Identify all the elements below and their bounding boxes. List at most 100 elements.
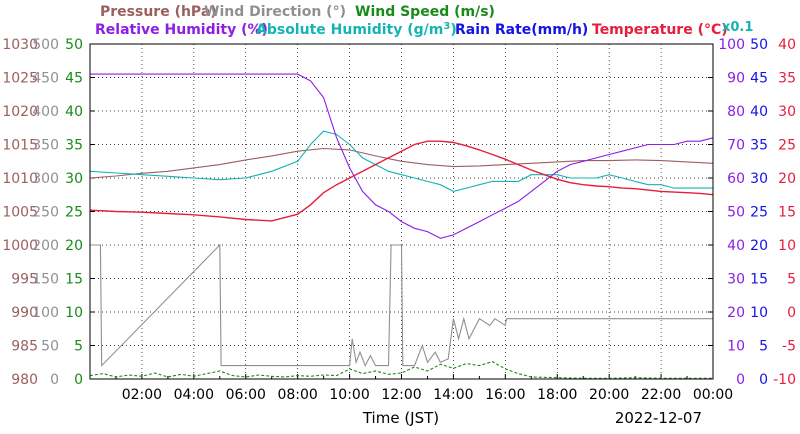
tick-label-x: 10:00	[329, 387, 369, 403]
tick-label-temp: 5	[787, 272, 796, 288]
tick-label-rel-hum: 30	[727, 272, 745, 288]
tick-label-pressure: 980	[11, 372, 38, 388]
tick-label-wind-speed: 5	[74, 339, 83, 355]
legend-relative-humidity: Relative Humidity (%)	[95, 22, 268, 38]
tick-label-wind-dir: 500	[32, 37, 59, 53]
series-pressure	[89, 147, 714, 179]
tick-label-wind-dir: 250	[32, 205, 59, 221]
left-axes: 1030102510201015101010051000995990985980…	[2, 37, 95, 388]
tick-label-pressure: 1020	[2, 104, 38, 120]
plot-frame	[89, 43, 714, 380]
legend-absolute-humidity-main: Absolute Humidity (g/m	[256, 22, 443, 38]
tick-label-wind-speed: 40	[65, 104, 83, 120]
series-relative-humidity	[90, 73, 714, 239]
tick-label-rel-hum: 50	[727, 205, 745, 221]
tick-label-wind-speed: 45	[65, 71, 83, 87]
tick-label-x: 22:00	[641, 387, 681, 403]
tick-label-rain: 30	[750, 171, 768, 187]
tick-label-x: 04:00	[174, 387, 214, 403]
grid	[90, 44, 713, 379]
tick-label-x: 02:00	[122, 387, 162, 403]
tick-label-pressure: 1005	[2, 205, 38, 221]
tick-label-x: 00:00	[693, 387, 733, 403]
series-temperature	[89, 140, 714, 222]
tick-label-x: 12:00	[381, 387, 421, 403]
legend-absolute-humidity-end: )	[450, 22, 456, 38]
tick-label-wind-dir: 450	[32, 71, 59, 87]
tick-label-rain: 35	[750, 138, 768, 154]
tick-label-wind-speed: 35	[65, 138, 83, 154]
tick-label-rel-hum: 10	[727, 339, 745, 355]
tick-label-wind-dir: 0	[50, 372, 59, 388]
tick-label-rain: 15	[750, 272, 768, 288]
tick-label-x: 20:00	[589, 387, 629, 403]
tick-label-rel-hum: 40	[727, 238, 745, 254]
right-axes: 1009080706050403020100504540353025201510…	[708, 37, 796, 388]
tick-label-temp: 30	[778, 104, 796, 120]
tick-label-rain: 50	[750, 37, 768, 53]
legend-pressure: Pressure (hPa)	[100, 4, 217, 20]
tick-label-rain: 20	[750, 238, 768, 254]
tick-label-temp: 10	[778, 238, 796, 254]
tick-label-rel-hum: 20	[727, 305, 745, 321]
tick-label-temp: 25	[778, 138, 796, 154]
tick-label-rel-hum: 70	[727, 138, 745, 154]
tick-label-wind-dir: 300	[32, 171, 59, 187]
legend-absolute-humidity-sup: 3	[443, 21, 450, 32]
legend-absolute-humidity: Absolute Humidity (g/m3)	[256, 21, 457, 38]
tick-label-pressure: 995	[11, 272, 38, 288]
tick-label-temp: 15	[778, 205, 796, 221]
series-wind-speed	[89, 361, 713, 379]
legend-wind-speed: Wind Speed (m/s)	[355, 4, 495, 20]
tick-label-pressure: 1030	[2, 37, 38, 53]
series-layer	[89, 73, 714, 380]
tick-label-rel-hum: 60	[727, 171, 745, 187]
tick-label-x: 06:00	[226, 387, 266, 403]
tick-label-x: 18:00	[537, 387, 577, 403]
tick-label-temp: 0	[787, 305, 796, 321]
tick-label-wind-speed: 15	[65, 272, 83, 288]
tick-label-x: 08:00	[277, 387, 317, 403]
tick-label-wind-dir: 100	[32, 305, 59, 321]
tick-label-wind-speed: 10	[65, 305, 83, 321]
tick-label-wind-dir: 150	[32, 272, 59, 288]
tick-label-rain: 25	[750, 205, 768, 221]
tick-label-x: 14:00	[433, 387, 473, 403]
rain-scale-label: x0.1	[722, 20, 753, 35]
tick-label-rain: 45	[750, 71, 768, 87]
tick-label-pressure: 990	[11, 305, 38, 321]
tick-label-rain: 0	[759, 372, 768, 388]
tick-label-wind-speed: 20	[65, 238, 83, 254]
date-label: 2022-12-07	[615, 409, 702, 427]
tick-label-rain: 5	[759, 339, 768, 355]
tick-label-wind-speed: 50	[65, 37, 83, 53]
tick-label-pressure: 1015	[2, 138, 38, 154]
legend-rain-rate: Rain Rate(mm/h)	[455, 22, 588, 38]
tick-label-wind-dir: 200	[32, 238, 59, 254]
tick-label-rain: 10	[750, 305, 768, 321]
tick-label-temp: -10	[773, 372, 796, 388]
tick-label-rain: 40	[750, 104, 768, 120]
tick-label-rel-hum: 90	[727, 71, 745, 87]
series-absolute-humidity	[89, 130, 713, 192]
series-wind-direction	[90, 243, 713, 367]
tick-label-wind-speed: 30	[65, 171, 83, 187]
tick-label-wind-dir: 50	[41, 339, 59, 355]
tick-label-wind-speed: 0	[74, 372, 83, 388]
tick-label-wind-dir: 350	[32, 138, 59, 154]
tick-label-pressure: 1010	[2, 171, 38, 187]
tick-label-temp: -5	[782, 339, 796, 355]
tick-label-rel-hum: 0	[736, 372, 745, 388]
tick-label-temp: 20	[778, 171, 796, 187]
tick-label-wind-speed: 25	[65, 205, 83, 221]
x-axis: 02:00 04:00 06:00 08:00 10:00 12:00 14:00 16:00…	[115, 374, 733, 403]
x-axis-label: Time (JST)	[362, 409, 439, 427]
tick-label-pressure: 1025	[2, 71, 38, 87]
tick-label-rel-hum: 80	[727, 104, 745, 120]
tick-label-rel-hum: 100	[718, 37, 745, 53]
tick-label-x: 16:00	[485, 387, 525, 403]
tick-label-temp: 35	[778, 71, 796, 87]
tick-label-wind-dir: 400	[32, 104, 59, 120]
tick-label-temp: 40	[778, 37, 796, 53]
